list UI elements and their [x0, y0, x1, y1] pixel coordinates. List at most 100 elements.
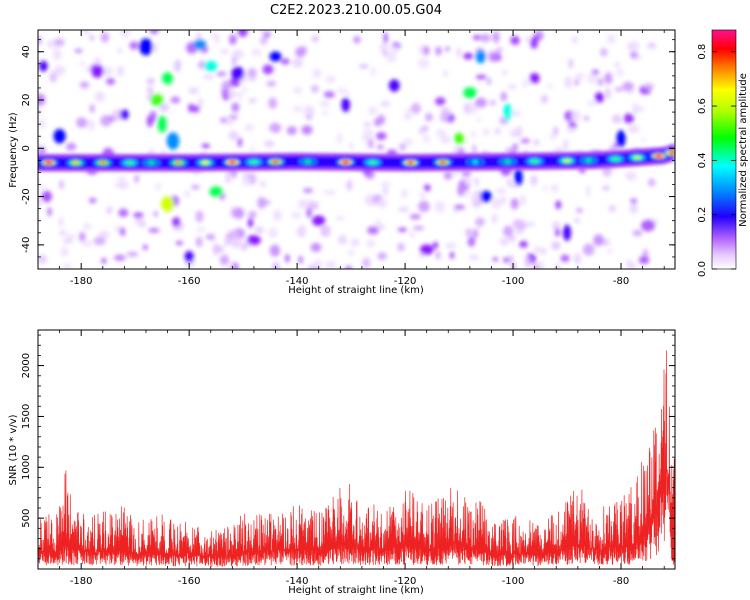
heat-speckle: [553, 126, 559, 136]
heat-speckle: [229, 34, 237, 45]
spectrogram-plot-area: [38, 30, 675, 269]
heat-speckle: [285, 254, 290, 263]
ridge-mid: [318, 156, 322, 168]
heat-speckle: [231, 102, 240, 113]
heat-speckle: [627, 124, 640, 134]
colorbar-frame: [711, 29, 737, 270]
heat-speckle: [602, 186, 610, 191]
heat-speckle: [632, 229, 643, 237]
ridge-mid: [221, 157, 225, 168]
heat-speckle: [511, 128, 523, 138]
heat-speckle: [345, 91, 350, 97]
heat-speckle: [52, 48, 62, 61]
ridge-mid: [140, 157, 144, 169]
ridge-mid: [88, 157, 92, 169]
heat-speckle: [310, 242, 322, 253]
heat-speckle: [312, 68, 322, 79]
heat-speckle: [418, 200, 430, 213]
heat-speckle: [402, 138, 414, 146]
heat-speckle: [325, 260, 337, 269]
heat-speckle: [101, 257, 107, 264]
heat-speckle: [432, 241, 439, 250]
heat-speckle: [65, 233, 77, 239]
ridge-mid: [386, 157, 390, 168]
heat-speckle: [398, 206, 410, 213]
ridge-mid: [645, 151, 649, 163]
heat-speckle: [89, 104, 95, 113]
ridge-mid: [486, 156, 491, 168]
heat-speckle: [38, 196, 42, 208]
heat-speckle: [457, 184, 465, 197]
heat-speckle: [249, 146, 255, 152]
heat-speckle: [272, 261, 280, 269]
heat-speckle: [254, 226, 264, 234]
heat-speckle: [582, 243, 595, 256]
heat-speckle: [350, 238, 360, 247]
ridge-peak-core: [228, 160, 236, 164]
heat-speckle: [41, 190, 52, 203]
heat-speckle: [507, 84, 518, 90]
heat-speckle: [79, 231, 86, 242]
heat-speckle: [418, 128, 427, 135]
ridge-mid: [548, 155, 552, 167]
colorbar-tick-label: 0.6: [697, 98, 708, 114]
heat-speckle: [503, 257, 509, 263]
heat-speckle: [638, 256, 650, 264]
heat-speckle: [269, 122, 282, 133]
heat-speckle: [297, 199, 310, 210]
heat-speckle: [241, 178, 251, 186]
heat-speckle: [525, 221, 535, 227]
ridge-mid: [457, 156, 461, 168]
heat-speckle: [320, 224, 331, 237]
heat-speckle: [146, 115, 154, 128]
spectrogram-panel: -180 -160 -140 -120 -100 -80 -40 -20 0 20 40 Heig…: [8, 29, 676, 296]
y-tick-label: 20: [21, 94, 32, 107]
heat-speckle: [307, 264, 317, 269]
heat-speckle: [231, 56, 237, 67]
heat-speckle: [100, 31, 109, 43]
heat-speckle: [267, 227, 278, 238]
ridge-peak-core: [342, 160, 350, 164]
ridge-mid: [544, 155, 549, 167]
ridge-mid: [450, 156, 455, 168]
ridge-peak-core: [250, 160, 258, 164]
heat-speckle: [28, 65, 35, 72]
x-tick-label: -140: [286, 576, 309, 587]
heat-speckle: [195, 210, 204, 223]
heat-speckle: [642, 249, 649, 258]
heat-speckle: [324, 189, 336, 196]
heat-speckle: [366, 239, 376, 248]
y-tick-label: 0: [21, 145, 32, 151]
heat-speckle: [505, 147, 512, 153]
heat-speckle: [268, 97, 278, 110]
heat-speckle: [506, 178, 513, 187]
heat-speckle: [298, 255, 303, 264]
heat-speckle: [571, 110, 581, 122]
heat-speckle: [377, 114, 386, 125]
heat-speckle: [148, 228, 160, 233]
ridge-mid: [357, 156, 361, 168]
heat-blob: [341, 97, 351, 112]
heat-speckle: [444, 242, 457, 249]
heat-speckle: [510, 35, 520, 45]
ridge-mid: [214, 157, 218, 168]
heat-speckle: [479, 33, 491, 43]
heat-speckle: [299, 223, 305, 236]
ridge-mid: [399, 157, 403, 169]
heat-speckle: [149, 30, 159, 34]
heat-speckle: [472, 35, 482, 40]
heat-speckle: [563, 139, 569, 151]
heat-speckle: [490, 53, 499, 62]
heat-speckle: [293, 105, 303, 113]
heat-speckle: [377, 252, 387, 260]
heat-speckle: [475, 217, 485, 227]
heat-speckle: [93, 236, 106, 246]
ridge-mid: [454, 156, 458, 168]
ridge-peak-core: [45, 161, 53, 165]
ridge-peak-core: [72, 161, 80, 165]
ridge-mid: [496, 156, 500, 168]
heat-speckle: [540, 248, 547, 255]
x-tick-label: -120: [394, 276, 417, 287]
heat-speckle: [435, 46, 442, 56]
heat-speckle: [325, 75, 336, 84]
